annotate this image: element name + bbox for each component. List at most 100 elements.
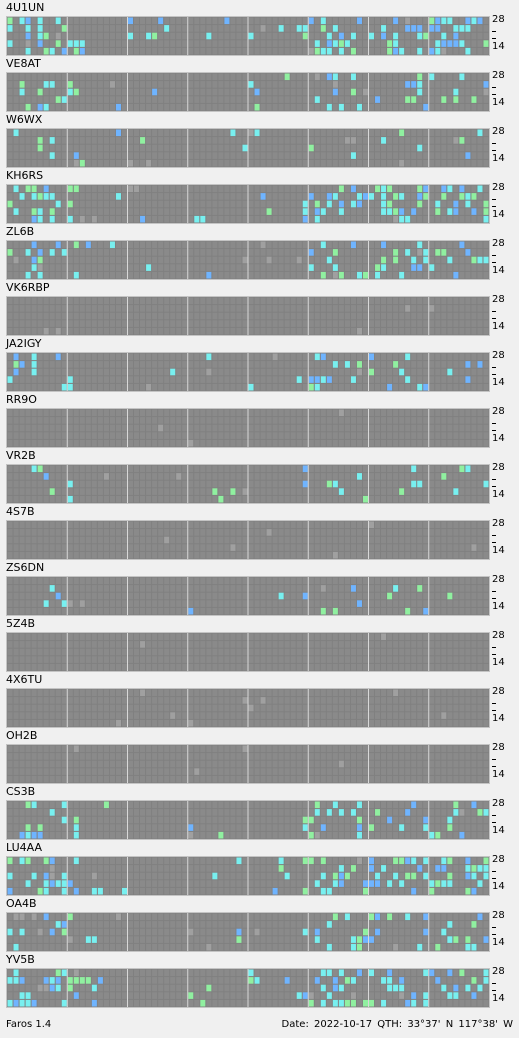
grid-cell [441, 465, 447, 473]
grid-cell [441, 361, 447, 368]
grid-cell [429, 361, 435, 368]
grid-cell [254, 480, 260, 488]
grid-cell [441, 312, 447, 320]
grid-cell [411, 159, 417, 167]
grid-cell [55, 361, 61, 368]
grid-cell [176, 73, 182, 81]
grid-cell [290, 256, 296, 264]
grid-cell [31, 368, 37, 376]
grid-cell [435, 607, 441, 615]
grid-cell [176, 544, 182, 551]
grid-cell [356, 152, 362, 159]
band-14-label: 14 [492, 545, 505, 556]
grid-cell [242, 152, 248, 159]
grid-cell [381, 137, 387, 144]
grid-cell [164, 40, 170, 47]
grid-cell [218, 465, 224, 473]
grid-cell [194, 256, 200, 264]
grid-cell [393, 297, 399, 305]
grid-cell [109, 129, 115, 137]
grid-cell [338, 40, 344, 47]
grid-cell [128, 480, 134, 488]
grid-cell [19, 264, 25, 271]
grid-cell [49, 241, 55, 249]
grid-cell [308, 439, 314, 447]
grid-cell [176, 495, 182, 503]
grid-cell [218, 368, 224, 376]
grid-cell [206, 103, 212, 111]
grid-cell [200, 633, 206, 641]
grid-cell [200, 424, 206, 432]
grid-cell [224, 271, 230, 279]
grid-cell [170, 424, 176, 432]
grid-cell [344, 312, 350, 320]
grid-cell [411, 88, 417, 96]
grid-cell [399, 417, 405, 424]
grid-cell [453, 81, 459, 88]
grid-cell [350, 577, 356, 585]
grid-cell [308, 648, 314, 656]
grid-cell [362, 432, 369, 439]
grid-cell [314, 383, 320, 391]
grid-cell [109, 495, 115, 503]
grid-cell [387, 488, 393, 495]
grid-cell [25, 327, 31, 335]
grid-cell [194, 129, 200, 137]
grid-cell [302, 432, 308, 439]
grid-cell [103, 551, 109, 559]
grid-cell [194, 32, 200, 40]
grid-cell [152, 17, 158, 25]
grid-cell [182, 271, 188, 279]
grid-cell [453, 208, 459, 215]
grid-cell [453, 241, 459, 249]
grid-cell [302, 488, 308, 495]
grid-cell [435, 544, 441, 551]
grid-cell [254, 439, 260, 447]
grid-cell [140, 129, 146, 137]
grid-cell [79, 600, 85, 607]
grid-cell [61, 249, 67, 256]
grid-cell [296, 47, 302, 55]
grid-cell [272, 488, 278, 495]
grid-cell [200, 96, 206, 103]
grid-cell [164, 312, 170, 320]
band-tick [492, 206, 496, 207]
grid-cell [134, 297, 140, 305]
grid-cell [146, 297, 152, 305]
grid-cell [260, 409, 266, 417]
grid-cell [134, 656, 140, 663]
grid-cell [399, 551, 405, 559]
grid-cell [284, 465, 290, 473]
grid-cell [332, 536, 338, 544]
grid-cell [158, 648, 164, 656]
grid-cell [152, 137, 158, 144]
grid-cell [182, 249, 188, 256]
grid-cell [115, 439, 121, 447]
grid-cell [79, 592, 85, 600]
grid-cell [350, 353, 356, 361]
grid-cell [429, 529, 435, 536]
grid-cell [362, 368, 369, 376]
band-28-label: 28 [492, 518, 505, 529]
grid-cell [290, 305, 296, 312]
grid-cell [344, 215, 350, 223]
grid-cell [447, 185, 453, 193]
grid-cell [338, 409, 344, 417]
grid-cell [61, 600, 67, 607]
grid-cell [182, 473, 188, 480]
grid-cell [146, 663, 152, 671]
grid-cell [19, 551, 25, 559]
grid-cell [164, 488, 170, 495]
grid-cell [134, 47, 140, 55]
grid-cell [290, 17, 296, 25]
grid-cell [405, 551, 411, 559]
grid-cell [405, 607, 411, 615]
grid-cell [320, 264, 326, 271]
grid-cell [284, 17, 290, 25]
grid-cell [248, 551, 254, 559]
grid-cell [399, 249, 405, 256]
grid-cell [459, 641, 465, 648]
grid-cell [146, 368, 152, 376]
grid-cell [188, 137, 194, 144]
grid-cell [393, 96, 399, 103]
